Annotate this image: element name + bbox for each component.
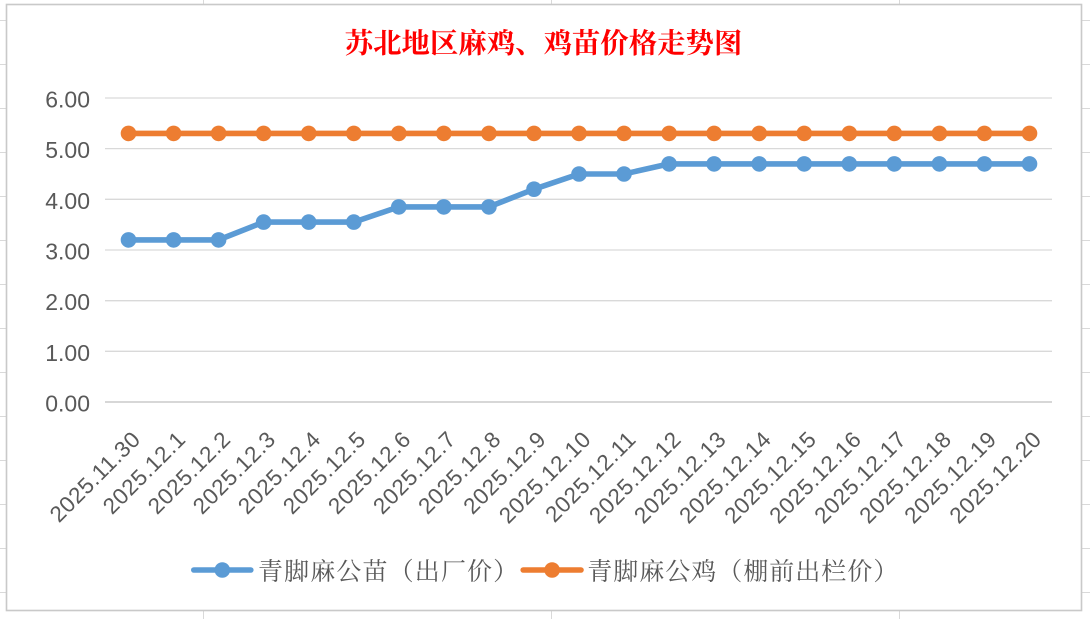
svg-text:1.00: 1.00 — [45, 340, 90, 366]
svg-text:0.00: 0.00 — [45, 391, 90, 417]
svg-text:4.00: 4.00 — [45, 188, 90, 214]
svg-text:2.00: 2.00 — [45, 289, 90, 315]
svg-text:5.00: 5.00 — [45, 137, 90, 163]
svg-text:6.00: 6.00 — [45, 87, 90, 113]
svg-text:3.00: 3.00 — [45, 239, 90, 265]
